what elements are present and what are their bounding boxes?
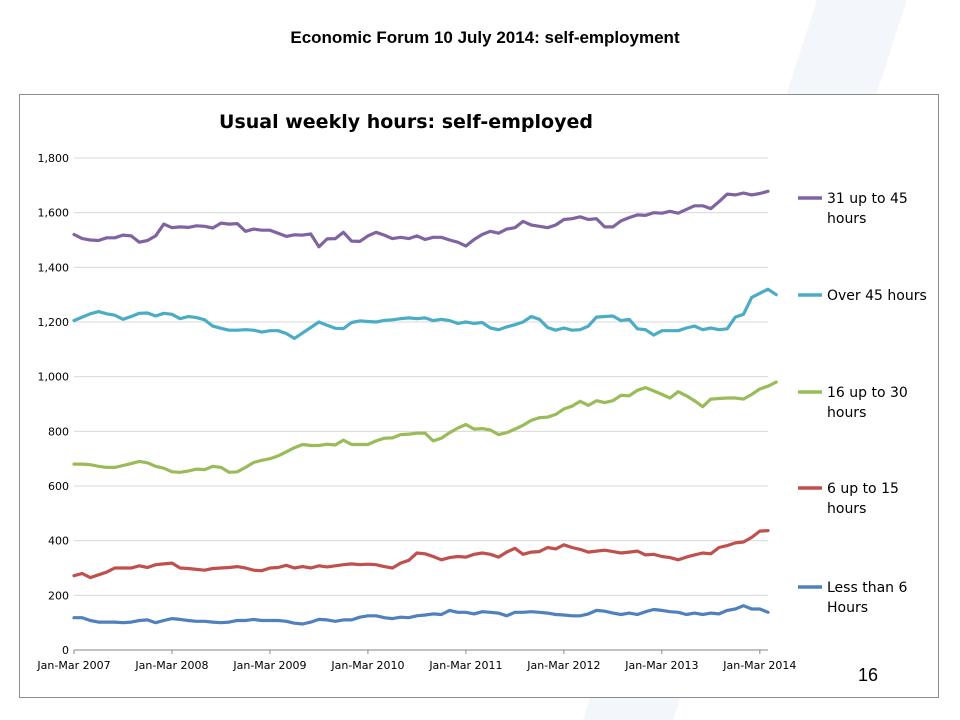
y-tick-label: 0 (62, 644, 69, 657)
x-tick-label: Jan-Mar 2009 (232, 659, 306, 672)
line-chart: Usual weekly hours: self-employed 0 200 400… (36, 111, 927, 672)
x-tick-label: Jan-Mar 2007 (36, 659, 110, 672)
series-line-over-45-hours (72, 287, 778, 340)
page-number: 16 (858, 665, 879, 685)
chart-title: Usual weekly hours: self-employed (219, 111, 593, 133)
y-tick-label: 1,000 (38, 371, 70, 384)
y-tick-label: 400 (48, 535, 69, 548)
y-tick-label: 1,400 (38, 261, 70, 274)
series-line-less-than-6-hours (72, 604, 770, 626)
series-line-16-up-to-30-hours (72, 380, 778, 474)
x-tick-label: Jan-Mar 2008 (134, 659, 208, 672)
x-tick-label: Jan-Mar 2013 (624, 659, 698, 672)
legend-label: 31 up to 45 hours (827, 191, 908, 227)
y-tick-label: 1,200 (38, 316, 70, 329)
series-line-31-up-to-45-hours (72, 189, 770, 249)
y-tick-label: 1,800 (38, 152, 70, 165)
legend-label: 16 up to 30 hours (827, 385, 908, 421)
y-tick-label: 800 (48, 425, 69, 438)
legend-label: Over 45 hours (827, 288, 927, 304)
series-line-6-up-to-15-hours (72, 529, 770, 580)
x-tick-label: Jan-Mar 2011 (428, 659, 502, 672)
y-tick-label: 600 (48, 480, 69, 493)
chart-frame: Usual weekly hours: self-employed 0 200 400… (19, 94, 939, 698)
x-tick-label: Jan-Mar 2010 (330, 659, 404, 672)
legend-label: Less than 6 Hours (827, 580, 907, 616)
y-tick-label: 1,600 (38, 207, 70, 220)
y-tick-label: 200 (48, 589, 69, 602)
slide-title: Economic Forum 10 July 2014: self-employ… (290, 28, 680, 47)
legend-label: 6 up to 15 hours (827, 481, 899, 517)
x-tick-label: Jan-Mar 2014 (722, 659, 796, 672)
x-tick-label: Jan-Mar 2012 (526, 659, 600, 672)
